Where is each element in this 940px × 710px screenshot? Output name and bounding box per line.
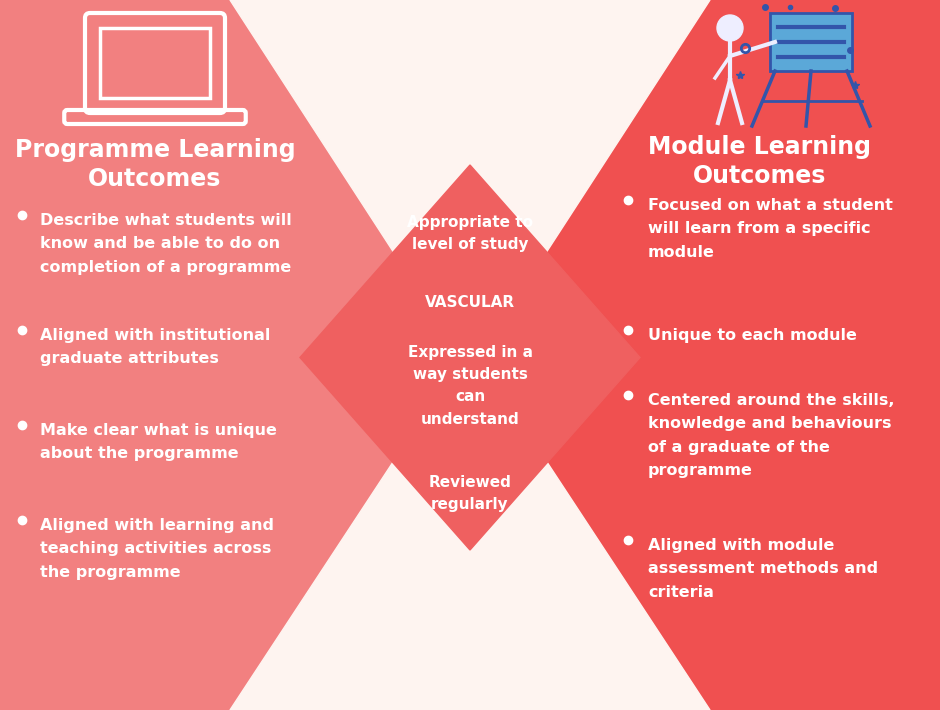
Text: Focused on what a student
will learn from a specific
module: Focused on what a student will learn fro… [648, 198, 893, 260]
Text: Aligned with module
assessment methods and
criteria: Aligned with module assessment methods a… [648, 538, 878, 600]
Text: Centered around the skills,
knowledge and behaviours
of a graduate of the
progra: Centered around the skills, knowledge an… [648, 393, 895, 479]
Bar [100, 28, 210, 98]
Text: Aligned with institutional
graduate attributes: Aligned with institutional graduate attr… [40, 328, 271, 366]
Text: Unique to each module: Unique to each module [648, 328, 857, 343]
Polygon shape [230, 0, 710, 370]
Bar [0, 0, 470, 710]
Text: Expressed in a
way students
can
understand: Expressed in a way students can understa… [408, 345, 532, 427]
Text: VASCULAR: VASCULAR [425, 295, 515, 310]
Bar [770, 13, 852, 71]
Circle shape [717, 15, 743, 41]
Text: Aligned with learning and
teaching activities across
the programme: Aligned with learning and teaching activ… [40, 518, 274, 580]
Text: Appropriate to
level of study: Appropriate to level of study [407, 215, 533, 252]
Text: Reviewed
regularly: Reviewed regularly [429, 475, 511, 512]
Text: Programme Learning
Outcomes: Programme Learning Outcomes [15, 138, 295, 191]
Text: Make clear what is unique
about the programme: Make clear what is unique about the prog… [40, 423, 277, 462]
Polygon shape [300, 165, 640, 550]
Polygon shape [230, 345, 710, 710]
Bar [470, 0, 940, 710]
Text: Describe what students will
know and be able to do on
completion of a programme: Describe what students will know and be … [40, 213, 291, 275]
Text: Module Learning
Outcomes: Module Learning Outcomes [649, 135, 871, 187]
